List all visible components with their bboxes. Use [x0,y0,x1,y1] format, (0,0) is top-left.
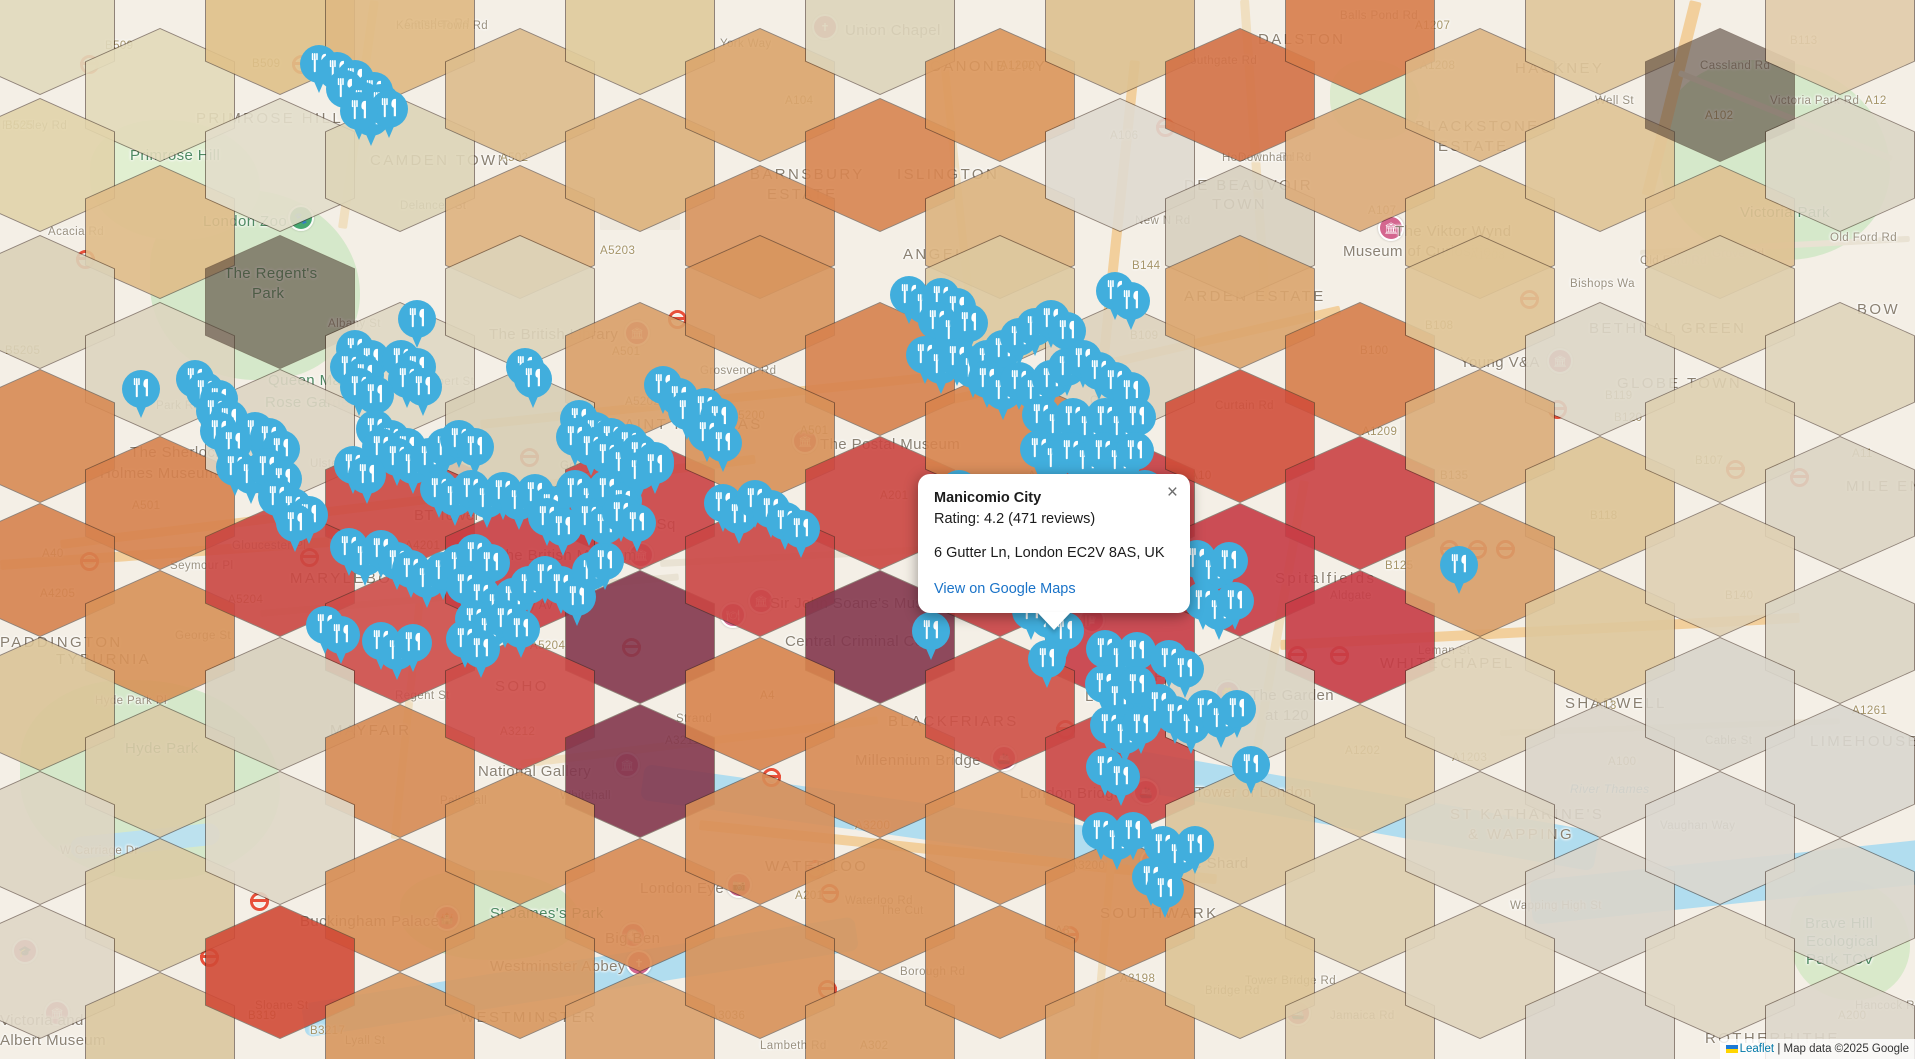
restaurant-marker[interactable] [1176,826,1214,876]
restaurant-marker[interactable] [1216,582,1254,632]
fork-knife-icon [961,312,976,332]
restaurant-marker[interactable] [704,424,742,474]
popup-title: Manicomio City [934,490,1042,506]
restaurant-marker[interactable] [1122,706,1160,756]
fork-knife-icon [1125,820,1140,840]
fork-knife-icon [1157,878,1172,898]
hex-cell[interactable] [1765,436,1915,570]
restaurant-marker[interactable] [544,508,582,558]
hex-fill [1766,99,1914,231]
fork-knife-icon [1221,550,1236,570]
hex-cell[interactable] [0,503,115,637]
hex-cell[interactable] [1765,98,1915,232]
leaflet-link[interactable]: Leaflet [1739,1042,1775,1055]
fork-knife-icon [923,620,938,640]
restaurant-marker[interactable] [1232,746,1270,796]
fork-knife-icon [359,464,374,484]
fork-knife-icon [1059,320,1074,340]
hex-cell[interactable] [685,28,835,162]
fork-knife-icon [1113,766,1128,786]
restaurant-marker[interactable] [122,370,160,420]
restaurant-marker[interactable] [322,616,360,666]
map-attribution: Leaflet | Map data ©2025 Google [1719,1038,1915,1059]
restaurant-marker[interactable] [340,92,378,142]
hex-cell[interactable] [1765,0,1915,95]
fork-knife-icon [351,100,366,120]
popup-address: 6 Gutter Ln, London EC2V 8AS, UK [934,545,1165,562]
hex-cell[interactable] [1765,302,1915,436]
hex-cell[interactable] [685,637,835,771]
fork-knife-icon [333,624,348,644]
fork-knife-icon [1187,834,1202,854]
fork-knife-icon [1229,698,1244,718]
popup-close-icon[interactable]: × [1166,482,1178,503]
hex-cell[interactable] [1165,235,1315,369]
restaurant-marker[interactable] [912,612,950,662]
fork-knife-icon [367,384,382,404]
fork-knife-icon [555,516,570,536]
restaurant-marker[interactable] [618,504,656,554]
restaurant-popup[interactable]: × Manicomio City Rating: 4.2 (471 review… [918,474,1190,631]
popup-rating: Rating: 4.2 (471 reviews) [934,511,1096,528]
restaurant-marker[interactable] [1102,758,1140,808]
popup-google-maps-link[interactable]: View on Google Maps [934,581,1076,598]
restaurant-marker[interactable] [404,368,442,418]
fork-knife-icon [381,98,396,118]
popup-tail [1037,612,1071,631]
fork-knife-icon [1123,290,1138,310]
fork-knife-icon [409,308,424,328]
fork-knife-icon [133,378,148,398]
hex-cell[interactable] [805,98,955,232]
fork-knife-icon [473,638,488,658]
restaurant-marker[interactable] [1440,546,1478,596]
fork-knife-icon [287,512,302,532]
fork-knife-icon [1243,754,1258,774]
fork-knife-icon [1133,714,1148,734]
restaurant-marker[interactable] [276,504,314,554]
fork-knife-icon [715,432,730,452]
fork-knife-icon [647,454,662,474]
fork-knife-icon [1129,406,1144,426]
fork-knife-icon [405,632,420,652]
hex-cell[interactable] [1645,235,1795,369]
fork-knife-icon [1177,658,1192,678]
attribution-separator: | [1774,1042,1784,1055]
hex-fill [1766,0,1914,94]
fork-knife-icon [1451,554,1466,574]
fork-knife-icon [1039,648,1054,668]
hex-cell[interactable] [565,0,715,95]
restaurant-marker[interactable] [782,510,820,560]
restaurant-marker[interactable] [502,610,540,660]
hex-cell[interactable] [1645,369,1795,503]
restaurant-marker[interactable] [348,456,386,506]
fork-knife-icon [525,368,540,388]
ukraine-flag-icon [1725,1044,1738,1053]
restaurant-marker[interactable] [462,630,500,680]
restaurant-marker[interactable] [1028,640,1066,690]
fork-knife-icon [1129,640,1144,660]
restaurant-marker[interactable] [1218,690,1256,740]
hex-cell[interactable] [205,98,355,232]
hex-cell[interactable] [805,0,955,95]
fork-knife-icon [467,436,482,456]
fork-knife-icon [629,512,644,532]
fork-knife-icon [1127,440,1142,460]
fork-knife-icon [415,376,430,396]
hex-cell[interactable] [1165,369,1315,503]
restaurant-marker[interactable] [636,446,674,496]
restaurant-marker[interactable] [1146,870,1184,920]
restaurant-marker[interactable] [394,624,432,674]
fork-knife-icon [513,618,528,638]
restaurant-marker[interactable] [514,360,552,410]
fork-knife-icon [793,518,808,538]
fork-knife-icon [1227,590,1242,610]
restaurant-marker[interactable] [1112,282,1150,332]
attribution-mapdata: Map data ©2025 Google [1783,1042,1909,1055]
